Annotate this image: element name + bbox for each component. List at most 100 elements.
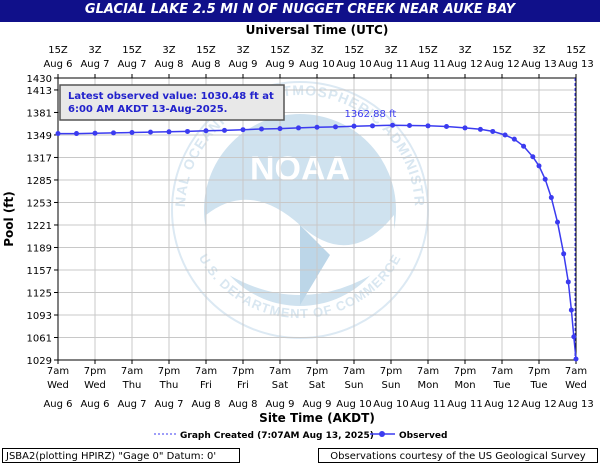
data-point — [490, 128, 496, 134]
x-tick-label: Sun — [381, 380, 400, 391]
x-tick-label: Sun — [344, 380, 363, 391]
x-tick-label: 7am — [343, 366, 365, 377]
x-tick-label: 7pm — [84, 366, 106, 377]
x-top-tick-label: Aug 10 — [336, 59, 371, 70]
x-tick-label: Aug 13 — [558, 399, 593, 410]
x-top-tick-label: 15Z — [492, 45, 512, 56]
data-point — [92, 130, 98, 136]
y-tick-label: 1061 — [27, 333, 52, 344]
data-point — [390, 122, 396, 128]
x-top-tick-label: Aug 8 — [154, 59, 183, 70]
x-axis-top: 15Z Aug 6 3Z Aug 7 15Z Aug 7 3Z Aug 8 15Z Aug 8 3Z… — [43, 45, 594, 78]
x-tick-label: 7pm — [158, 366, 180, 377]
x-top-tick-label: 3Z — [458, 45, 471, 56]
data-point — [296, 125, 301, 131]
data-point — [129, 130, 135, 136]
data-point — [166, 129, 172, 135]
x-top-tick-label: 15Z — [48, 45, 68, 56]
data-point — [444, 124, 449, 130]
x-tick-label: 7am — [121, 366, 143, 377]
x-top-tick-label: 15Z — [122, 45, 142, 56]
data-point — [568, 307, 574, 313]
x-top-tick-label: 15Z — [344, 45, 364, 56]
x-top-tick-label: Aug 7 — [80, 59, 109, 70]
x-tick-label: Thu — [122, 380, 142, 391]
x-tick-label: Aug 9 — [265, 399, 294, 410]
annotation-line2: 6:00 AM AKDT 13-Aug-2025. — [68, 104, 227, 115]
y-tick-label: 1317 — [27, 153, 52, 164]
data-point — [314, 124, 320, 130]
x-top-tick-label: 3Z — [310, 45, 323, 56]
x-tick-label: Aug 9 — [302, 399, 331, 410]
data-point — [222, 127, 227, 133]
x-tick-label: 7am — [491, 366, 513, 377]
x-top-tick-label: Aug 8 — [191, 59, 220, 70]
x-tick-label: Fri — [200, 380, 212, 391]
x-tick-label: Thu — [159, 380, 179, 391]
x-tick-label: 7pm — [380, 366, 402, 377]
x-tick-label: Aug 11 — [447, 399, 482, 410]
x-tick-label: Aug 8 — [191, 399, 220, 410]
data-point — [351, 123, 357, 129]
x-tick-label: Aug 12 — [521, 399, 556, 410]
y-tick-label: 1413 — [27, 86, 52, 97]
data-point — [548, 195, 554, 201]
x-tick-label: Aug 6 — [43, 399, 72, 410]
x-top-tick-label: Aug 13 — [521, 59, 556, 70]
x-tick-label: 7am — [565, 366, 587, 377]
data-point — [407, 122, 412, 128]
x-tick-label: Wed — [565, 380, 587, 391]
y-tick-label: 1157 — [27, 266, 52, 277]
data-point — [370, 123, 375, 129]
x-top-tick-label: 15Z — [566, 45, 586, 56]
x-tick-label: Sat — [309, 380, 325, 391]
data-point — [571, 334, 577, 340]
y-axis-title: Pool (ft) — [2, 191, 16, 247]
data-point — [425, 123, 431, 129]
x-tick-label: Aug 10 — [336, 399, 371, 410]
y-tick-label: 1189 — [27, 243, 52, 254]
data-point — [565, 279, 571, 285]
data-point — [521, 143, 527, 149]
data-point — [561, 251, 567, 257]
x-top-tick-label: Aug 11 — [410, 59, 445, 70]
x-top-tick-label: 3Z — [88, 45, 101, 56]
x-top-tick-label: Aug 12 — [447, 59, 482, 70]
y-tick-label: 1093 — [27, 311, 52, 322]
data-point — [333, 124, 338, 130]
y-tick-label: 1221 — [27, 221, 52, 232]
x-tick-label: Aug 11 — [410, 399, 445, 410]
x-top-tick-label: 15Z — [270, 45, 290, 56]
x-top-tick-label: 15Z — [418, 45, 438, 56]
x-top-tick-label: Aug 7 — [117, 59, 146, 70]
data-point — [111, 130, 116, 136]
x-top-tick-label: Aug 13 — [558, 59, 593, 70]
x-tick-label: Aug 8 — [228, 399, 257, 410]
y-tick-label: 1381 — [27, 108, 52, 119]
x-tick-label: Tue — [529, 380, 547, 391]
x-top-tick-label: 3Z — [384, 45, 397, 56]
data-point — [542, 176, 548, 182]
x-tick-label: Mon — [454, 380, 475, 391]
data-point — [185, 128, 190, 134]
data-point — [240, 127, 246, 133]
x-top-tick-label: Aug 12 — [484, 59, 519, 70]
y-tick-label: 1253 — [27, 198, 52, 209]
data-point — [462, 125, 468, 131]
data-point — [502, 132, 508, 138]
x-tick-label: Aug 6 — [80, 399, 109, 410]
x-top-tick-label: Aug 6 — [43, 59, 72, 70]
data-point — [573, 356, 579, 362]
legend: Graph Created (7:07AM Aug 13, 2025) Obse… — [154, 431, 447, 441]
annotation-line1: Latest observed value: 1030.48 ft at — [68, 91, 274, 102]
series-observed — [55, 122, 579, 362]
title-bar: GLACIAL LAKE 2.5 MI N OF NUGGET CREEK NE… — [0, 0, 600, 22]
x-tick-label: Wed — [47, 380, 69, 391]
data-point — [536, 163, 542, 169]
x-top-tick-label: 3Z — [162, 45, 175, 56]
data-point — [511, 136, 517, 142]
x-top-tick-label: 3Z — [236, 45, 249, 56]
x-tick-label: Aug 7 — [117, 399, 146, 410]
footer-gage-info: JSBA2(plotting HPIRZ) "Gage 0" Datum: 0' — [2, 448, 240, 463]
data-point — [55, 131, 61, 137]
